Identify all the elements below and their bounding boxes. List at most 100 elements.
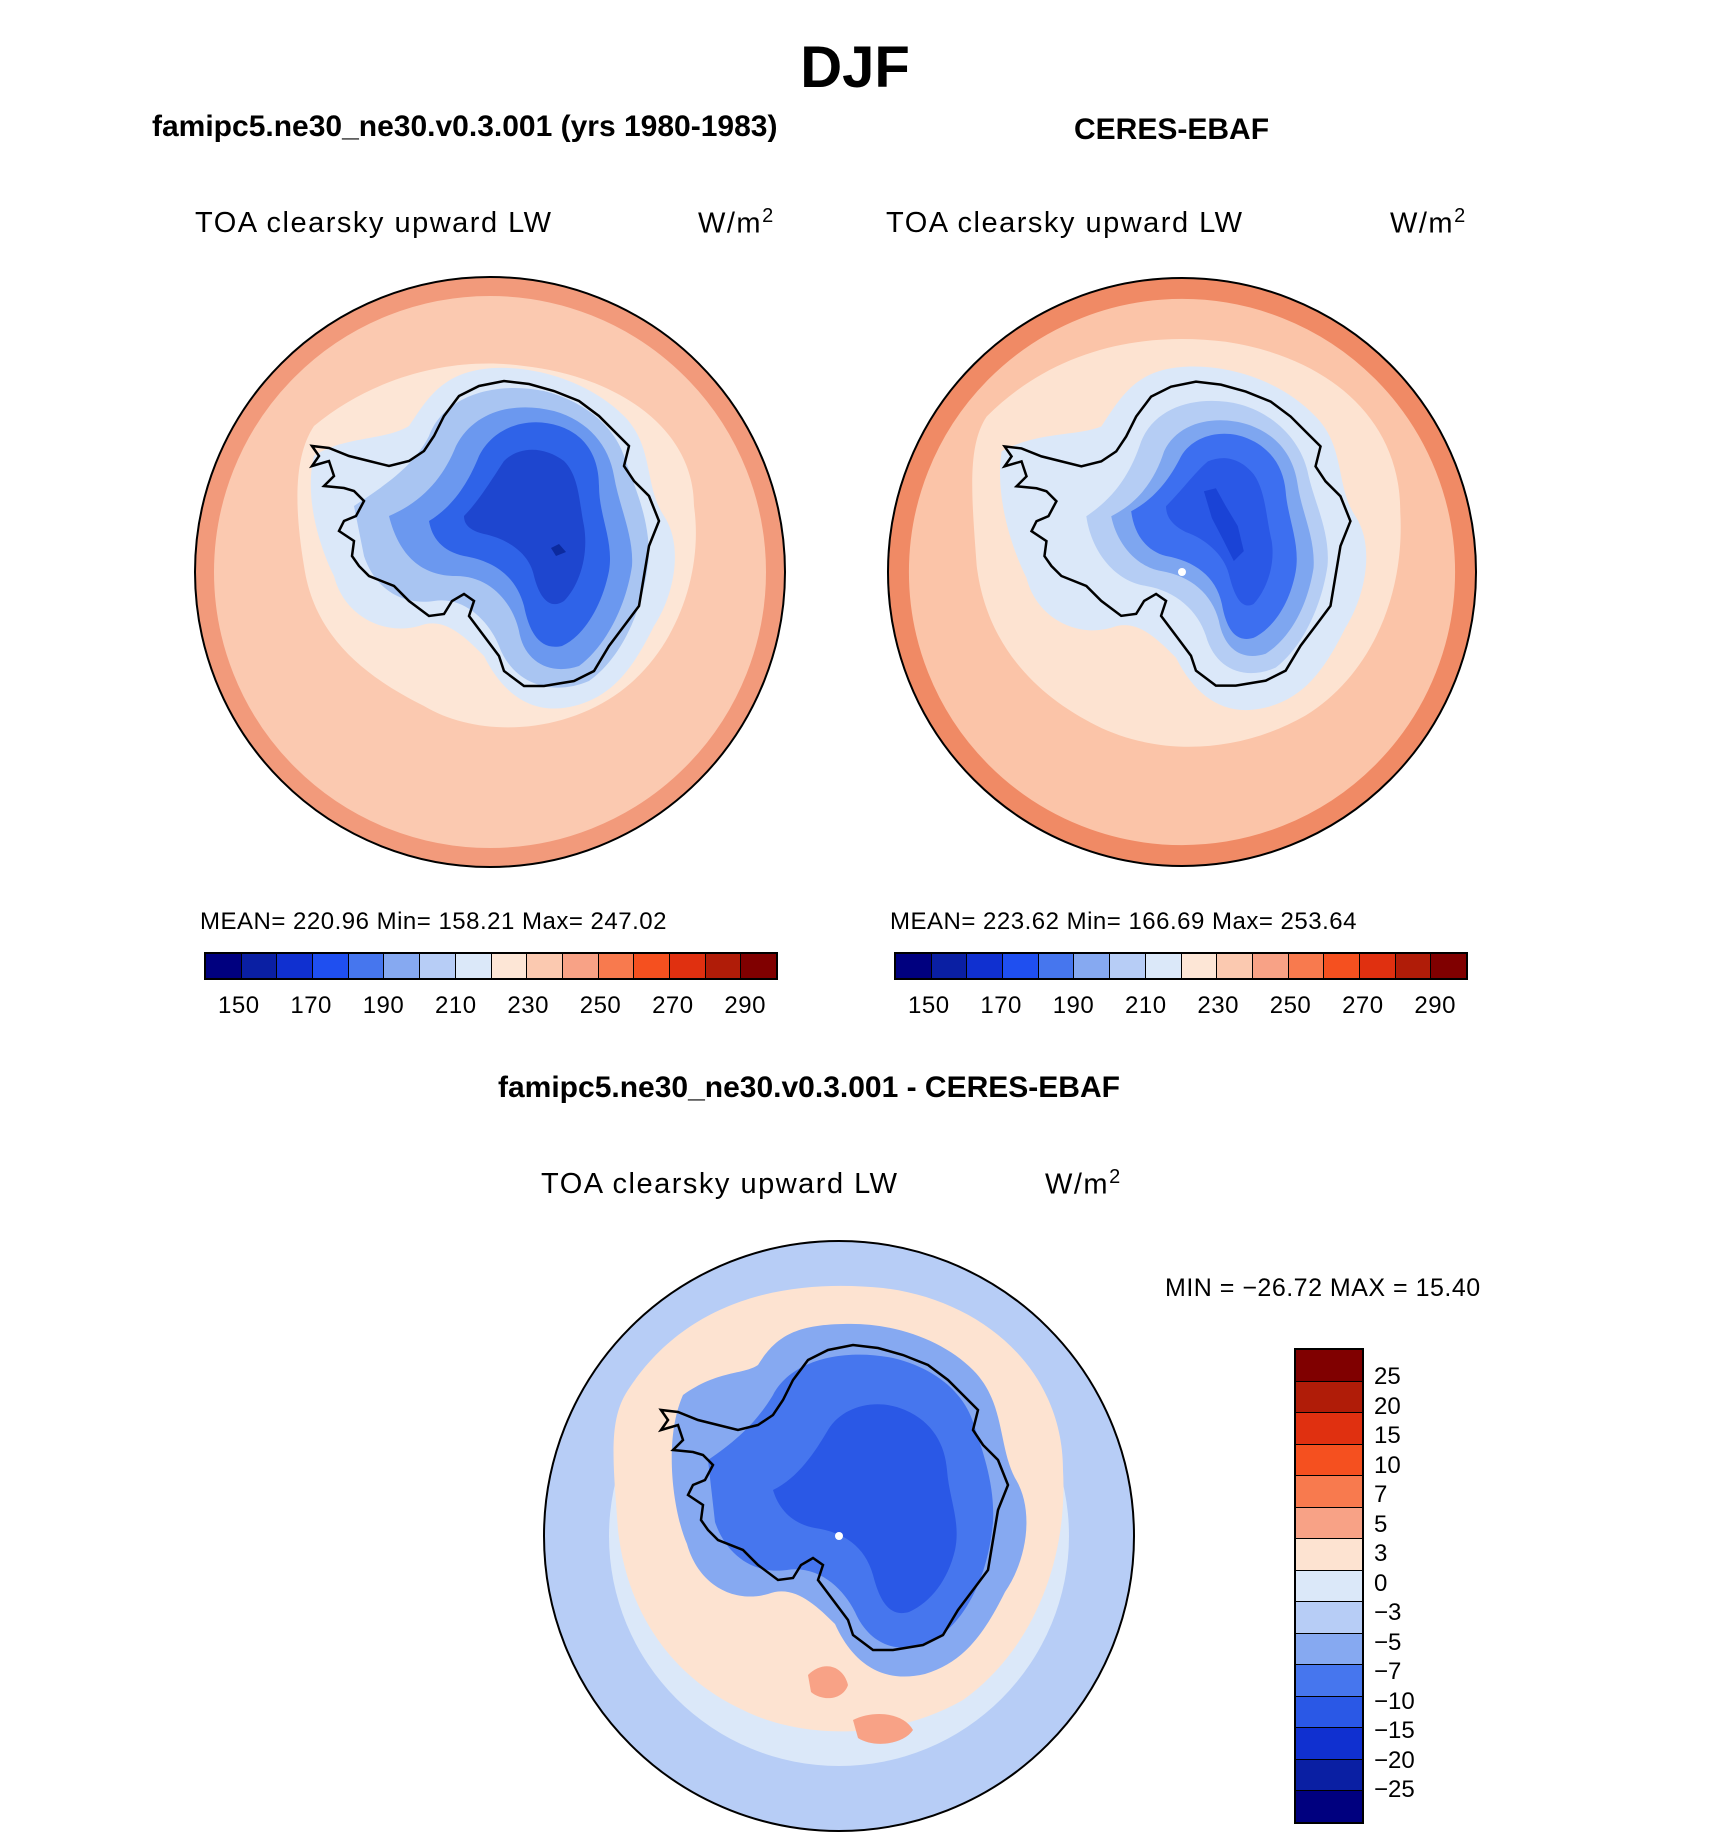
- diff-field-label: TOA clearsky upward LW: [541, 1168, 899, 1200]
- colorbar-swatch: [1110, 954, 1146, 978]
- obs-stats: MEAN= 223.62 Min= 166.69 Max= 253.64: [890, 908, 1357, 935]
- colorbar-swatch: [455, 954, 492, 978]
- colorbar-swatch: [1395, 954, 1432, 978]
- colorbar-swatch: [1324, 954, 1360, 978]
- diff-colorbar-tick-label: 10: [1374, 1451, 1401, 1479]
- model-map-land4: [464, 449, 586, 605]
- colorbar-tick-label: 290: [724, 992, 766, 1019]
- model-map-coastline: [308, 379, 661, 688]
- diff-colorbar-tick-label: 15: [1374, 1422, 1401, 1449]
- diff-colorbar-tick-label: −20: [1374, 1746, 1415, 1774]
- colorbar-swatch: [1359, 954, 1396, 978]
- colorbar-tick-label: 270: [1342, 992, 1384, 1019]
- colorbar-swatch: [634, 954, 670, 978]
- diff-map-hot-1: [808, 1666, 848, 1699]
- colorbar-swatch: [1145, 954, 1182, 978]
- colorbar-tick-label: 190: [362, 992, 405, 1019]
- diff-colorbar-swatch: [1296, 1759, 1362, 1792]
- diff-colorbar-tick-label: −3: [1374, 1599, 1402, 1626]
- colorbar-swatch: [931, 954, 968, 978]
- diff-colorbar-swatch: [1296, 1791, 1362, 1822]
- diff-map-coastline: [657, 1343, 1010, 1652]
- diff-colorbar-tick-label: 5: [1374, 1510, 1388, 1538]
- diff-colorbar-tick-label: 3: [1374, 1540, 1388, 1567]
- colorbar-swatch: [598, 954, 635, 978]
- diff-colorbar-tick-label: −7: [1374, 1658, 1402, 1685]
- diff-colorbar-tick-label: −10: [1374, 1687, 1415, 1715]
- colorbar-swatch: [313, 954, 349, 978]
- diff-panel-title: famipc5.ne30_ne30.v0.3.001 - CERES-EBAF: [498, 1071, 1120, 1104]
- colorbar-swatch: [527, 954, 563, 978]
- diff-colorbar-tick-label: 0: [1374, 1569, 1388, 1597]
- diff-colorbar-ticks: 25 20 15 10 7 5 3 0 −3 −5 −7 −10 −15 −20 −25: [1374, 1362, 1415, 1805]
- colorbar-tick-label: 210: [435, 992, 477, 1019]
- colorbar-tick-label: 270: [652, 992, 694, 1019]
- model-units-label: W/m2: [698, 205, 775, 240]
- colorbar-tick-label: 210: [1125, 992, 1167, 1019]
- obs-polar-map: [887, 277, 1477, 867]
- diff-units-label: W/m2: [1045, 1166, 1122, 1201]
- diff-polar-map: [543, 1240, 1135, 1832]
- colorbar-swatch: [1431, 954, 1466, 978]
- diff-map-core: [773, 1404, 957, 1614]
- colorbar-tick-label: 250: [1269, 992, 1312, 1019]
- colorbar-tick-label: 170: [980, 992, 1022, 1019]
- model-stats: MEAN= 220.96 Min= 158.21 Max= 247.02: [200, 908, 667, 935]
- diff-colorbar-tick-label: −15: [1374, 1717, 1415, 1744]
- obs-field-label: TOA clearsky upward LW: [886, 207, 1244, 239]
- colorbar-swatch: [1038, 954, 1075, 978]
- colorbar-swatch: [384, 954, 421, 978]
- colorbar-swatch: [241, 954, 278, 978]
- diff-colorbar-swatch: [1296, 1507, 1362, 1540]
- model-polar-map: [194, 276, 786, 868]
- colorbar-tick-label: 150: [908, 992, 950, 1019]
- diff-colorbar-swatch: [1296, 1633, 1362, 1666]
- colorbar-tick-label: 170: [290, 992, 332, 1019]
- colorbar-tick-label: 230: [1197, 992, 1239, 1019]
- colorbar-swatch: [1074, 954, 1111, 978]
- obs-units-label: W/m2: [1390, 205, 1467, 240]
- colorbar-swatch: [705, 954, 742, 978]
- model-panel-title: famipc5.ne30_ne30.v0.3.001 (yrs 1980-198…: [152, 110, 778, 143]
- colorbar-swatch: [206, 954, 242, 978]
- obs-map-core: [1203, 488, 1244, 562]
- colorbar-swatch: [1003, 954, 1039, 978]
- colorbar-tick-label: 190: [1052, 992, 1095, 1019]
- model-map-core: [551, 544, 566, 556]
- obs-colorbar-ticks: 150 170 190 210 230 250 270 290: [908, 992, 1456, 1020]
- model-field-label: TOA clearsky upward LW: [195, 207, 553, 239]
- colorbar-swatch: [1252, 954, 1289, 978]
- diff-minmax: MIN = −26.72 MAX = 15.40: [1165, 1274, 1481, 1302]
- colorbar-swatch: [562, 954, 599, 978]
- colorbar-swatch: [420, 954, 456, 978]
- diff-colorbar-swatch: [1296, 1350, 1362, 1382]
- obs-colorbar: [894, 952, 1468, 980]
- model-colorbar: [204, 952, 778, 980]
- diff-colorbar-swatch: [1296, 1570, 1362, 1603]
- diff-colorbar-swatch: [1296, 1665, 1362, 1697]
- colorbar-swatch: [491, 954, 528, 978]
- obs-panel-title: CERES-EBAF: [1074, 113, 1270, 146]
- diff-colorbar: [1294, 1348, 1364, 1824]
- diff-colorbar-swatch: [1296, 1413, 1362, 1445]
- diff-colorbar-swatch: [1296, 1696, 1362, 1729]
- colorbar-swatch: [1181, 954, 1218, 978]
- model-colorbar-ticks: 150 170 190 210 230 250 270 290: [218, 992, 766, 1020]
- diff-map-hot-2: [853, 1714, 913, 1744]
- colorbar-swatch: [967, 954, 1004, 978]
- diff-colorbar-tick-label: 25: [1374, 1363, 1401, 1390]
- obs-map-coastline: [1001, 380, 1352, 687]
- diff-colorbar-swatch: [1296, 1381, 1362, 1414]
- colorbar-swatch: [348, 954, 385, 978]
- diff-colorbar-swatch: [1296, 1602, 1362, 1634]
- colorbar-swatch: [741, 954, 776, 978]
- colorbar-tick-label: 150: [218, 992, 260, 1019]
- colorbar-tick-label: 290: [1414, 992, 1456, 1019]
- diff-colorbar-tick-label: 20: [1374, 1392, 1401, 1420]
- colorbar-tick-label: 230: [507, 992, 549, 1019]
- colorbar-swatch: [669, 954, 706, 978]
- diff-colorbar-swatch: [1296, 1539, 1362, 1571]
- diff-colorbar-tick-label: −5: [1374, 1628, 1402, 1656]
- colorbar-tick-label: 250: [579, 992, 622, 1019]
- diff-colorbar-tick-label: 7: [1374, 1481, 1388, 1508]
